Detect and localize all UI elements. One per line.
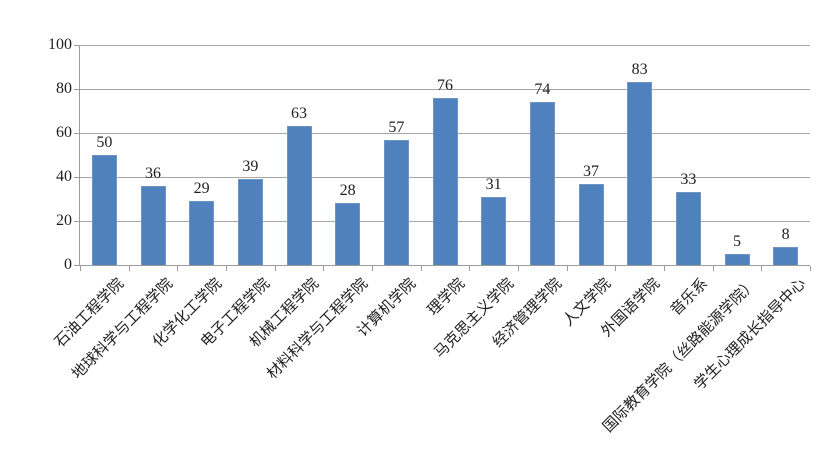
- bar-value-label: 39: [242, 158, 259, 176]
- bar-value-label: 50: [96, 134, 113, 151]
- y-axis-tick-mark: [74, 89, 79, 90]
- bar-value-label: 76: [436, 76, 453, 94]
- y-axis-tick-label: 100: [48, 36, 72, 53]
- x-axis-tick-mark: [372, 266, 373, 271]
- y-axis-tick-mark: [74, 265, 79, 266]
- bar-value-label: 36: [144, 164, 161, 182]
- x-axis-tick-mark: [226, 266, 227, 271]
- bar-value-label: 74: [534, 81, 551, 99]
- bar-12: [675, 192, 701, 265]
- plot-area: 0 20 40 60 80 100 50 石油工程学院 36 地球科学与工程学院 29 化学化工学院 3…: [48, 37, 811, 436]
- x-axis-tick-mark: [80, 266, 81, 271]
- y-axis-tick-label: 60: [56, 124, 72, 141]
- bar-value-label: 29: [193, 180, 210, 198]
- bar-9: [529, 102, 555, 265]
- y-axis-tick-mark: [74, 45, 79, 46]
- bar-value-label: 8: [781, 226, 790, 244]
- x-axis-tick-mark: [664, 266, 665, 271]
- y-axis-tick-label: 0: [64, 256, 72, 273]
- x-axis-tick-mark: [615, 266, 617, 271]
- bar-2: [189, 201, 215, 265]
- bar-value-label: 28: [339, 182, 356, 200]
- bar-8: [481, 196, 507, 265]
- bar-value-label: 83: [631, 61, 648, 79]
- bar-3: [237, 179, 263, 265]
- y-axis-tick-label: 80: [56, 80, 72, 97]
- x-axis-tick-mark: [177, 266, 179, 271]
- bar-0: [91, 155, 117, 265]
- bar-14: [773, 247, 799, 265]
- bar-value-label: 63: [290, 105, 307, 123]
- y-axis-tick-mark: [74, 133, 79, 134]
- bar-5: [335, 203, 361, 265]
- bar-value-label: 31: [485, 175, 502, 193]
- x-axis-tick-mark: [469, 266, 471, 271]
- bar-6: [383, 139, 409, 265]
- y-axis-tick-mark: [74, 177, 79, 178]
- gridline-y-100: [80, 45, 810, 46]
- x-axis-tick-mark: [518, 266, 519, 271]
- x-axis-tick-mark: [323, 266, 325, 271]
- bar-value-label: 37: [582, 162, 599, 180]
- x-axis-tick-mark: [810, 266, 811, 271]
- y-axis-tick-label: 40: [56, 168, 72, 185]
- x-axis-tick-mark: [712, 266, 714, 271]
- bar-1: [140, 185, 166, 265]
- x-axis-tick-mark: [566, 266, 568, 271]
- bar-4: [286, 126, 312, 265]
- bar-13: [724, 254, 750, 265]
- x-axis-tick-mark: [761, 266, 763, 271]
- x-axis-tick-mark: [420, 266, 422, 271]
- y-axis-tick-mark: [74, 221, 79, 222]
- bar-7: [432, 97, 458, 265]
- bar-10: [578, 183, 604, 265]
- bar-value-label: 33: [680, 171, 697, 189]
- bar-value-label: 5: [732, 233, 741, 250]
- y-axis-tick-label: 20: [56, 212, 72, 229]
- gridline-y-80: [80, 89, 810, 90]
- x-axis-tick-mark: [274, 266, 276, 271]
- bar-11: [627, 82, 653, 265]
- bar-value-label: 57: [388, 118, 405, 136]
- x-axis-tick-mark: [128, 266, 130, 271]
